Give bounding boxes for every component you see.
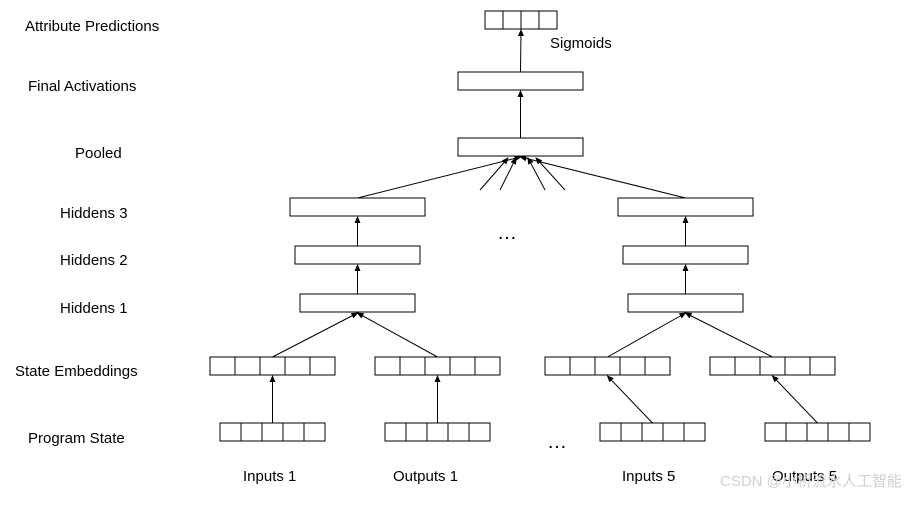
diagram-canvas (0, 0, 919, 512)
label-state-emb: State Embeddings (15, 363, 138, 380)
label-attr-pred: Attribute Predictions (25, 18, 159, 35)
ellipsis-1: … (497, 222, 517, 245)
label-outputs1: Outputs 1 (393, 468, 458, 485)
label-program-state: Program State (28, 430, 125, 447)
label-inputs1: Inputs 1 (243, 468, 296, 485)
label-final-act: Final Activations (28, 78, 136, 95)
label-inputs5: Inputs 5 (622, 468, 675, 485)
label-hiddens3: Hiddens 3 (60, 205, 128, 222)
label-hiddens2: Hiddens 2 (60, 252, 128, 269)
label-pooled: Pooled (75, 145, 122, 162)
ellipsis-2: … (547, 431, 567, 454)
watermark-text: CSDN @小桥流水人工智能 (720, 470, 902, 491)
label-sigmoids: Sigmoids (550, 35, 612, 52)
label-hiddens1: Hiddens 1 (60, 300, 128, 317)
